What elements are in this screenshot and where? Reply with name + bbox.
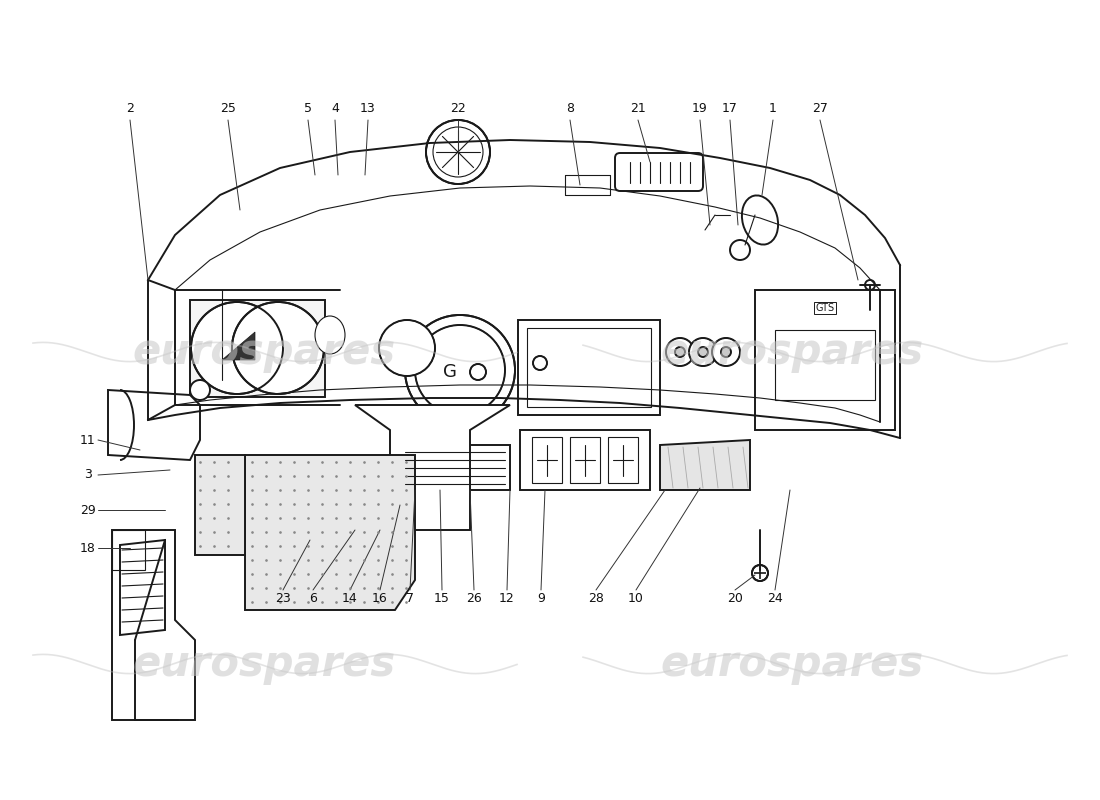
Circle shape (191, 302, 283, 394)
Circle shape (720, 347, 732, 357)
Text: 22: 22 (450, 102, 466, 114)
Circle shape (405, 315, 515, 425)
Text: 21: 21 (630, 102, 646, 114)
Ellipse shape (741, 195, 778, 245)
Polygon shape (400, 445, 510, 490)
Circle shape (426, 120, 490, 184)
Polygon shape (660, 440, 750, 490)
Text: eurospares: eurospares (660, 643, 924, 685)
Text: 20: 20 (727, 591, 742, 605)
Text: 24: 24 (767, 591, 783, 605)
Text: 1: 1 (769, 102, 777, 114)
Polygon shape (755, 290, 895, 430)
Polygon shape (195, 455, 245, 555)
Polygon shape (120, 540, 165, 635)
Text: 18: 18 (80, 542, 96, 554)
Text: 5: 5 (304, 102, 312, 114)
Text: 13: 13 (360, 102, 376, 114)
Text: GTS: GTS (815, 303, 835, 313)
Text: G: G (443, 363, 456, 381)
Polygon shape (190, 300, 324, 397)
Text: 15: 15 (434, 591, 450, 605)
Ellipse shape (315, 316, 345, 354)
Text: 19: 19 (692, 102, 708, 114)
Polygon shape (222, 332, 255, 360)
Text: 27: 27 (812, 102, 828, 114)
Polygon shape (245, 455, 415, 610)
Polygon shape (112, 530, 195, 720)
Text: 25: 25 (220, 102, 235, 114)
Text: 2: 2 (126, 102, 134, 114)
Circle shape (379, 320, 434, 376)
Polygon shape (108, 390, 200, 460)
Circle shape (689, 338, 717, 366)
Circle shape (190, 380, 210, 400)
Text: 10: 10 (628, 591, 643, 605)
Text: eurospares: eurospares (132, 331, 396, 373)
Text: 29: 29 (80, 503, 96, 517)
Text: 26: 26 (466, 591, 482, 605)
Text: eurospares: eurospares (132, 643, 396, 685)
Circle shape (865, 280, 874, 290)
Text: 12: 12 (499, 591, 515, 605)
Polygon shape (355, 405, 510, 530)
Text: eurospares: eurospares (660, 331, 924, 373)
Text: 17: 17 (722, 102, 738, 114)
Text: 4: 4 (331, 102, 339, 114)
Circle shape (415, 325, 505, 415)
Circle shape (534, 356, 547, 370)
Polygon shape (520, 430, 650, 490)
Text: 28: 28 (588, 591, 604, 605)
Circle shape (666, 338, 694, 366)
FancyBboxPatch shape (615, 153, 703, 191)
Circle shape (232, 302, 324, 394)
Circle shape (698, 347, 708, 357)
Text: 6: 6 (309, 591, 317, 605)
Text: 14: 14 (342, 591, 358, 605)
Circle shape (752, 565, 768, 581)
Text: 7: 7 (406, 591, 414, 605)
Circle shape (675, 347, 685, 357)
Circle shape (470, 364, 486, 380)
Text: 11: 11 (80, 434, 96, 446)
Text: 16: 16 (372, 591, 388, 605)
Text: 23: 23 (275, 591, 290, 605)
Text: 8: 8 (566, 102, 574, 114)
Text: 9: 9 (537, 591, 544, 605)
Polygon shape (518, 320, 660, 415)
Circle shape (712, 338, 740, 366)
Circle shape (730, 240, 750, 260)
Text: 3: 3 (84, 469, 92, 482)
